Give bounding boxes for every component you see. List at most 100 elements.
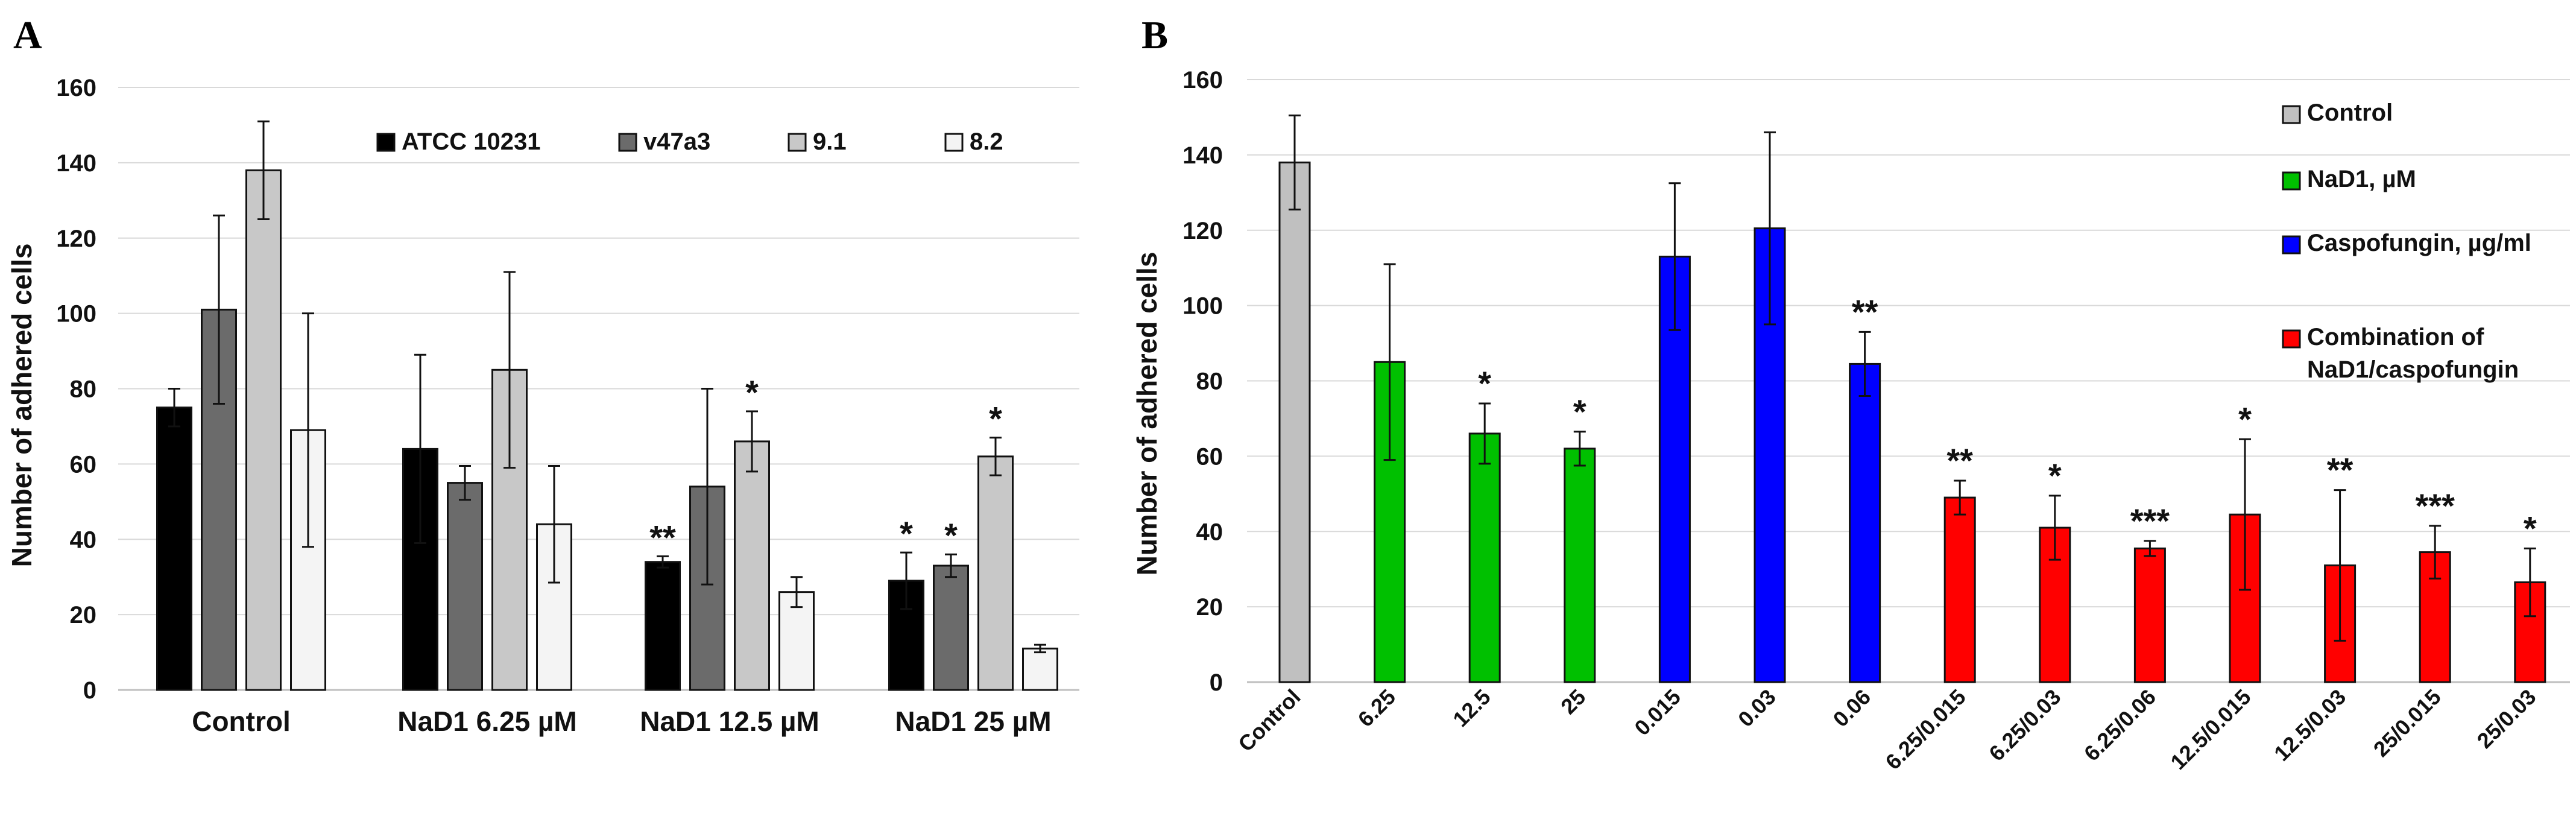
panel-b-legend-label: Combination of	[2307, 324, 2484, 350]
panel-a: A 0 20 40 60 80 100 120 140 160 Number of adhere…	[6, 13, 1079, 737]
panel-a-significance-stars: *	[745, 373, 759, 411]
panel-a-y-tick-label: 0	[83, 677, 96, 704]
panel-b-significance-stars: **	[1852, 292, 1878, 330]
panel-b-bar	[2133, 547, 2166, 683]
panel-b-legend-label: NaD1, µM	[2307, 166, 2416, 192]
panel-a-significance-stars: *	[989, 400, 1002, 438]
panel-b-y-tick-label: 120	[1182, 218, 1223, 244]
panel-a-bar	[933, 564, 969, 691]
panel-a-x-category-label: NaD1 25 µM	[895, 706, 1051, 737]
panel-a-letter: A	[13, 13, 42, 57]
panel-b-y-tick-label: 140	[1182, 142, 1223, 169]
panel-a-y-tick-label: 60	[70, 451, 97, 478]
panel-a-legend-swatch	[376, 133, 396, 152]
panel-b-legend-swatch	[2282, 171, 2301, 191]
panel-b-x-labels: Control 6.25 12.5 25 0.015 0.03 0.06 6.25/0.015…	[1233, 685, 2540, 774]
panel-a-legend-label: 9.1	[813, 128, 847, 155]
panel-a-bar	[977, 455, 1014, 691]
panel-a-bar	[689, 485, 725, 691]
panel-a-significance: **** **	[649, 373, 1002, 556]
panel-b-x-category-label: 25	[1556, 685, 1590, 719]
panel-b-x-category-label: 6.25/0.015	[1881, 685, 1971, 774]
panel-b-significance-stars: *	[2524, 509, 2537, 547]
panel-a-x-category-label: NaD1 12.5 µM	[640, 706, 819, 737]
panel-b-legend-swatch	[2282, 235, 2301, 255]
panel-a-legend: ATCC 10231 v47a3 9.1 8.2	[376, 128, 1003, 155]
panel-a-y-tick-label: 80	[70, 376, 97, 403]
panel-a-y-ticks: 0 20 40 60 80 100 120 140 160	[56, 75, 96, 704]
panel-b-letter: B	[1141, 13, 1168, 57]
panel-a-x-category-label: NaD1 6.25 µM	[397, 706, 577, 737]
panel-a-x-labels: Control NaD1 6.25 µM NaD1 12.5 µM NaD1 25 µ…	[192, 706, 1051, 737]
panel-b-significance-stars: ***	[2416, 487, 2455, 525]
panel-b-bar	[1564, 447, 1596, 683]
panel-a-legend-label: ATCC 10231	[402, 128, 540, 155]
panel-a-y-tick-label: 160	[56, 75, 96, 101]
panel-a-bar	[156, 406, 192, 691]
panel-b-x-category-label: 0.06	[1828, 685, 1876, 732]
panel-a-error-bars	[168, 120, 1046, 654]
panel-b-significance-stars: **	[2327, 451, 2353, 489]
panel-b-significance-stars: *	[1573, 393, 1586, 431]
panel-b-legend: Control NaD1, µM Caspofungin, µg/ml Combina…	[2282, 100, 2531, 383]
panel-b-legend-swatch	[2282, 105, 2301, 124]
panel-b-legend-swatch	[2282, 329, 2301, 349]
panel-a-bar	[734, 440, 770, 691]
panel-b-y-axis-title: Number of adhered cells	[1131, 252, 1163, 576]
panel-a-y-tick-label: 100	[56, 301, 96, 327]
panel-b-bar	[1468, 432, 1501, 683]
panel-b-significance-stars: ***	[2130, 502, 2170, 540]
panel-b-significance-stars: *	[2048, 457, 2062, 495]
panel-b-x-category-label: 6.25	[1353, 685, 1401, 732]
panel-b-significance-stars: *	[2238, 400, 2252, 438]
panel-b-y-tick-label: 20	[1196, 594, 1223, 621]
panel-a-legend-label: 8.2	[970, 128, 1003, 155]
panel-b-x-category-label: 0.015	[1629, 685, 1685, 741]
panel-b-x-category-label: 25/0.015	[2369, 685, 2446, 762]
panel-b-y-tick-label: 160	[1182, 67, 1223, 93]
panel-a-legend-label: v47a3	[643, 128, 710, 155]
panel-b-error-bars	[1289, 114, 2536, 642]
panel-a-y-tick-label: 20	[70, 602, 97, 628]
panel-a-legend-swatch	[618, 133, 637, 152]
panel-b-legend-label: Caspofungin, µg/ml	[2307, 230, 2531, 256]
panel-b: B 0 20 40 60 80 100 120 140 160 Number of adhere…	[1131, 13, 2570, 774]
panel-a-y-axis-title: Number of adhered cells	[6, 244, 37, 568]
panel-b-legend-label: Control	[2307, 100, 2393, 126]
panel-a-bar	[1022, 647, 1058, 691]
panel-b-bar	[1278, 161, 1311, 683]
panel-a-bars	[156, 169, 1058, 691]
panel-b-x-category-label: 6.25/0.03	[1984, 685, 2065, 766]
panel-a-significance-stars: *	[900, 514, 913, 552]
panel-b-significance-stars: *	[1478, 364, 1491, 402]
panel-b-bars	[1278, 161, 2546, 683]
panel-a-bar	[447, 482, 483, 691]
panel-a-y-tick-label: 140	[56, 150, 96, 177]
panel-b-x-category-label: 12.5/0.03	[2269, 685, 2350, 766]
panel-b-x-category-label: 12.5/0.015	[2165, 685, 2255, 774]
panel-b-y-tick-label: 60	[1196, 443, 1223, 470]
panel-a-bar	[245, 169, 282, 691]
panel-b-x-category-label: 12.5	[1448, 685, 1495, 732]
panel-b-x-category-label: 25/0.03	[2472, 685, 2541, 753]
panel-a-bar	[645, 561, 681, 691]
panel-b-legend-label: NaD1/caspofungin	[2307, 356, 2519, 383]
panel-a-y-tick-label: 40	[70, 526, 97, 553]
panel-a-significance-stars: **	[649, 518, 676, 556]
panel-b-bar	[1849, 362, 1881, 683]
panel-a-legend-swatch	[944, 133, 964, 152]
panel-b-significance: ****** ***********	[1478, 292, 2537, 547]
panel-b-y-ticks: 0 20 40 60 80 100 120 140 160	[1182, 67, 1223, 696]
panel-b-bar	[1943, 496, 1976, 683]
panel-b-x-category-label: 6.25/0.06	[2079, 685, 2161, 766]
panel-b-bar	[2419, 551, 2451, 683]
panel-a-y-tick-label: 120	[56, 226, 96, 252]
panel-a-significance-stars: *	[944, 516, 958, 554]
panel-b-y-tick-label: 100	[1182, 293, 1223, 320]
panel-b-significance-stars: **	[1946, 441, 1973, 479]
panel-a-x-category-label: Control	[192, 706, 291, 737]
panel-b-x-category-label: Control	[1233, 685, 1305, 756]
panel-b-y-tick-label: 80	[1196, 368, 1223, 395]
panel-b-x-category-label: 0.03	[1733, 685, 1781, 732]
